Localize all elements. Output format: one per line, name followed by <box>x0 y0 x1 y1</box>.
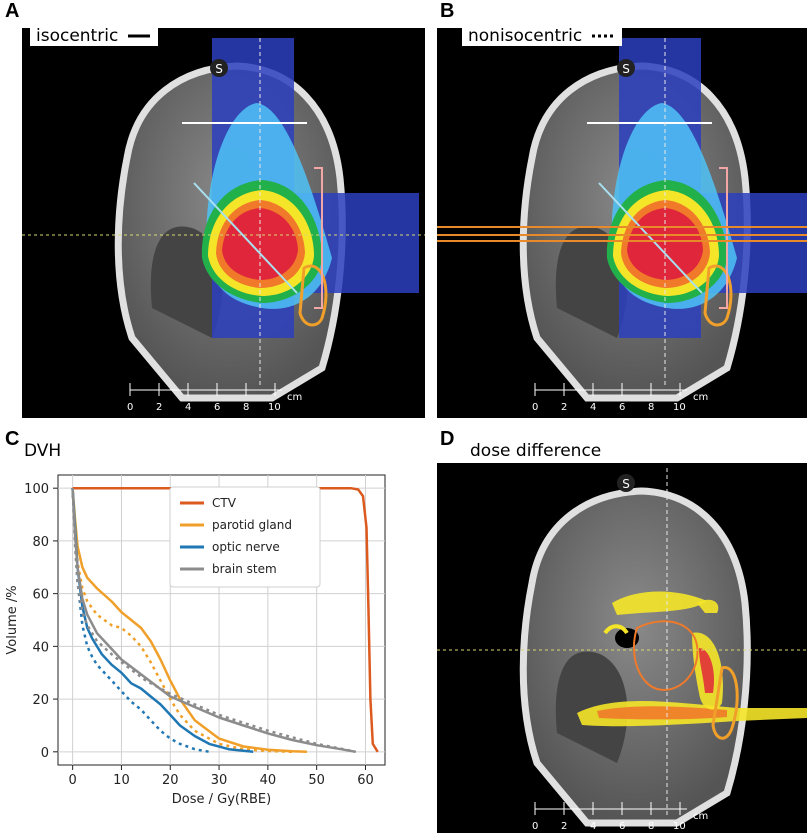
scale-tick-6: 6 <box>619 402 625 413</box>
series-line-parotid-gland-solid <box>71 488 307 754</box>
y-axis-label: Volume /% <box>5 585 20 654</box>
scale-tick-8: 8 <box>648 402 654 413</box>
y-tick-label: 0 <box>41 746 49 761</box>
panel-b-title: nonisocentric <box>462 26 622 46</box>
orientation-label-s: S <box>215 62 223 76</box>
structure-contours <box>182 122 328 327</box>
panel-b-letter: B <box>440 0 455 22</box>
panel-a-title: isocentric <box>30 26 158 46</box>
series-line-optic-nerve-solid <box>71 488 254 754</box>
scale-unit: cm <box>693 811 708 822</box>
scale-unit: cm <box>287 392 302 403</box>
legend-label: parotid gland <box>212 518 292 532</box>
x-tick-label: 20 <box>162 773 179 788</box>
x-tick-label: 60 <box>357 773 374 788</box>
scale-tick-10: 10 <box>673 402 686 413</box>
scale-bar <box>534 383 687 396</box>
orientation-label-s: S <box>622 477 630 491</box>
panel-c-letter: C <box>5 428 20 450</box>
panel-c-title: DVH <box>24 441 62 461</box>
scale-tick-6: 6 <box>214 402 220 413</box>
y-tick-label: 20 <box>32 693 49 708</box>
legend-label: CTV <box>212 496 237 510</box>
ct-panel-nonisocentric: S 0 2 4 6 8 10 cm <box>437 28 807 418</box>
legend-label: optic nerve <box>212 540 280 554</box>
panel-a-letter: A <box>5 0 20 22</box>
scale-tick-8: 8 <box>243 402 249 413</box>
ct-panel-dose-difference: S 0 2 4 6 8 10 cm <box>437 463 807 833</box>
x-tick-label: 0 <box>69 773 77 788</box>
dvh-chart: 0 10 20 30 40 50 60 0 20 40 60 80 100 Dose / Gy(RBE) V… <box>5 474 386 807</box>
structure-contours <box>633 620 739 740</box>
panel-d-title: dose difference <box>470 441 602 461</box>
orientation-label-s: S <box>622 62 630 76</box>
dotted-line-legend-key <box>591 34 614 38</box>
solid-line-legend-key <box>127 34 150 38</box>
x-tick-label: 50 <box>308 773 325 788</box>
scale-unit: cm <box>693 392 708 403</box>
scale-bar <box>534 802 687 815</box>
series-line-parotid-gland-dotted <box>71 488 293 754</box>
scale-tick-0: 0 <box>127 402 133 413</box>
scale-tick-10: 10 <box>268 402 281 413</box>
scale-tick-2: 2 <box>561 402 567 413</box>
scale-tick-4: 4 <box>590 402 596 413</box>
scale-tick-2: 2 <box>156 402 162 413</box>
scale-tick-4: 4 <box>185 402 191 413</box>
scale-tick-0: 0 <box>532 821 538 832</box>
scale-tick-8: 8 <box>648 821 654 832</box>
structure-contours <box>587 122 733 327</box>
y-tick-label: 60 <box>32 588 49 603</box>
y-tick-label: 100 <box>24 482 49 497</box>
scale-tick-0: 0 <box>532 402 538 413</box>
dose-difference-map <box>577 591 807 727</box>
series-line-brain-stem-dotted <box>71 488 356 754</box>
dose-colorwash <box>201 103 332 309</box>
legend-box <box>169 486 321 588</box>
ct-panel-isocentric: S 0 2 4 6 8 10 cm <box>22 28 425 418</box>
scale-tick-6: 6 <box>619 821 625 832</box>
legend-label: brain stem <box>212 562 277 576</box>
x-axis-label: Dose / Gy(RBE) <box>172 792 271 807</box>
isocenter-lines <box>437 226 807 242</box>
y-tick-label: 40 <box>32 640 49 655</box>
scale-tick-4: 4 <box>590 821 596 832</box>
scale-bar <box>129 383 282 396</box>
scale-tick-2: 2 <box>561 821 567 832</box>
x-tick-label: 40 <box>260 773 277 788</box>
scale-tick-10: 10 <box>673 821 686 832</box>
y-tick-label: 80 <box>32 535 49 550</box>
x-tick-label: 10 <box>113 773 130 788</box>
panel-d-letter: D <box>440 428 455 450</box>
x-tick-label: 30 <box>211 773 228 788</box>
